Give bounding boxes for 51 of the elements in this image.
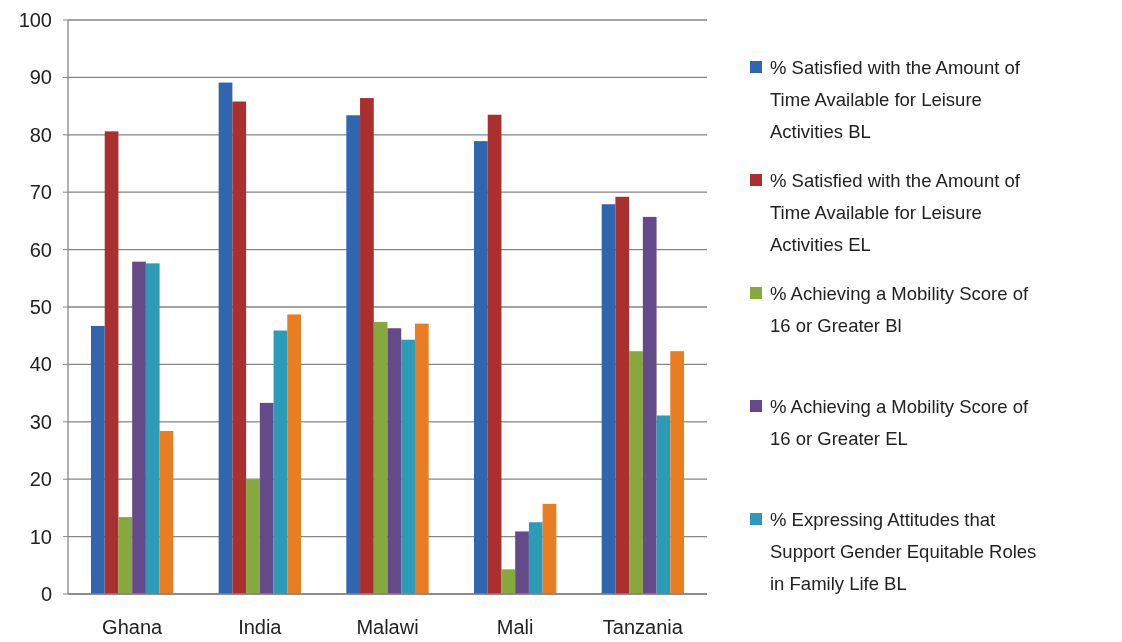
bar — [159, 430, 174, 594]
bar — [287, 314, 301, 594]
bar — [246, 479, 260, 594]
y-tick-label: 60 — [29, 238, 52, 261]
bar — [501, 569, 516, 594]
bar — [104, 131, 119, 594]
bar — [232, 101, 247, 594]
legend-label: % Achieving a Mobility Score of 16 or Greater EL — [770, 396, 1029, 450]
legend-label: % Expressing Attitudes that Support Gender Equitable Roles in Family Life BL — [770, 509, 1037, 595]
y-tick-label: 20 — [29, 468, 52, 491]
bar — [145, 263, 160, 594]
x-tick-label: Ghana — [102, 616, 164, 638]
bar — [615, 196, 630, 594]
y-tick-label: 80 — [29, 123, 52, 146]
x-tick-label: Mali — [496, 616, 534, 638]
legend-label: % Satisfied with the Amount of Time Available for Leisure Activities EL — [770, 170, 1021, 256]
bar — [346, 115, 361, 594]
bar — [360, 98, 374, 594]
x-tick-label: India — [238, 616, 283, 638]
bar — [259, 402, 274, 594]
y-tick-label: 30 — [29, 410, 52, 433]
legend-label: % Satisfied with the Amount of Time Available for Leisure Activities BL — [770, 57, 1021, 143]
y-tick-label: 70 — [29, 181, 52, 204]
bar — [528, 522, 543, 594]
bar — [118, 517, 133, 594]
y-tick-label: 40 — [29, 353, 52, 376]
y-tick-label: 50 — [29, 296, 52, 318]
bar — [487, 114, 502, 594]
y-tick-label: 0 — [40, 583, 52, 605]
bar — [401, 339, 415, 594]
bar — [132, 261, 146, 594]
legend-label: % Achieving a Mobility Score of 16 or Greater Bl — [770, 283, 1029, 337]
bar — [629, 351, 643, 594]
y-tick-label: 10 — [29, 525, 52, 548]
bar — [542, 503, 557, 594]
y-tick-label: 90 — [29, 66, 52, 89]
bar — [373, 321, 388, 594]
bar — [656, 415, 671, 594]
bar — [515, 531, 529, 594]
x-tick-label: Malawi — [356, 616, 419, 638]
bar — [642, 216, 657, 594]
y-tick-label: 100 — [18, 9, 52, 31]
bar — [387, 328, 402, 594]
bar — [601, 204, 616, 594]
bar — [273, 330, 288, 594]
x-tick-label: Tanzania — [602, 616, 684, 638]
bar — [474, 141, 488, 594]
bar — [670, 351, 685, 594]
bar — [218, 82, 233, 594]
bar — [90, 325, 105, 594]
bar — [414, 323, 429, 594]
